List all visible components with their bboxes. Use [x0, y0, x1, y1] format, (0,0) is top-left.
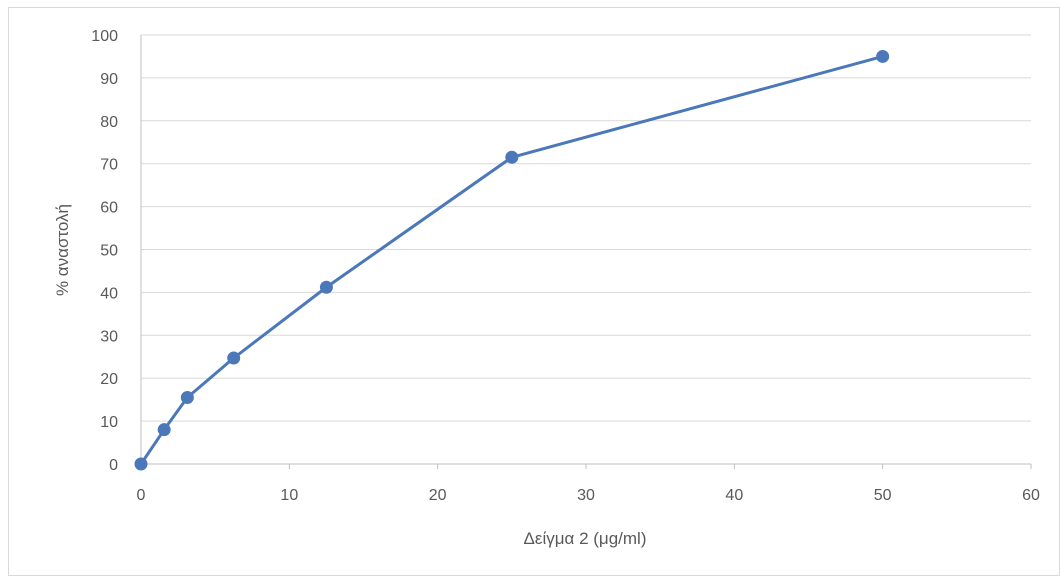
y-tick-label: 60: [100, 200, 118, 217]
data-point: [876, 49, 890, 63]
x-tick-label: 60: [1022, 487, 1040, 504]
data-point: [227, 351, 241, 365]
data-point: [134, 457, 148, 471]
y-tick-label: 20: [100, 371, 118, 388]
y-tick-label: 100: [91, 28, 118, 45]
y-tick-label: 90: [100, 71, 118, 88]
x-tick-label: 50: [874, 487, 892, 504]
x-tick-label: 10: [280, 487, 298, 504]
x-tick-label: 20: [429, 487, 447, 504]
data-point: [180, 391, 194, 405]
y-tick-label: 80: [100, 114, 118, 131]
x-tick-label: 30: [577, 487, 595, 504]
y-tick-label: 30: [100, 328, 118, 345]
chart-frame: [8, 7, 1060, 576]
y-tick-label: 40: [100, 285, 118, 302]
y-axis-title: % αναστολή: [53, 204, 72, 296]
x-tick-label: 40: [725, 487, 743, 504]
data-series: [134, 49, 890, 471]
data-point: [157, 423, 171, 437]
x-axis-title: Δείγμα 2 (μg/ml): [524, 529, 647, 548]
data-point: [505, 150, 519, 164]
x-tick-label: 0: [137, 487, 146, 504]
y-tick-label: 0: [109, 457, 118, 474]
axes: [140, 35, 1032, 469]
y-tick-label: 50: [100, 243, 118, 260]
tick-labels: 0 10 20 30 40 50 60 70 80 90 100 0 10 20 30 40 50 60: [91, 28, 1040, 504]
series-line: [139, 54, 885, 466]
gridlines: [141, 34, 1031, 422]
y-tick-label: 10: [100, 414, 118, 431]
y-tick-label: 70: [100, 157, 118, 174]
data-point: [319, 280, 333, 294]
